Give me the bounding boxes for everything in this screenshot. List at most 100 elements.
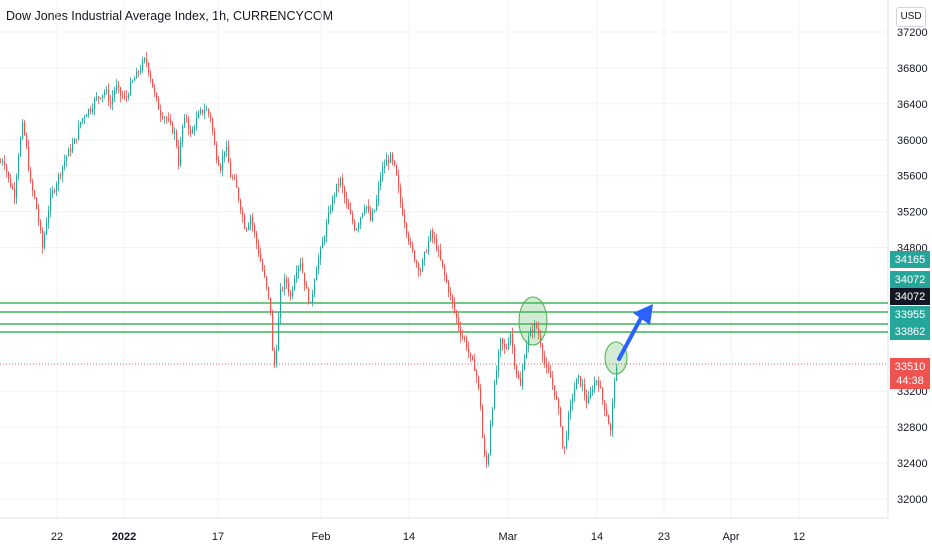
candle-body bbox=[298, 266, 300, 273]
candle-body bbox=[462, 336, 464, 338]
candle-body bbox=[112, 96, 114, 104]
candle-body bbox=[176, 131, 178, 147]
candle-body bbox=[220, 165, 222, 171]
candle-body bbox=[186, 118, 188, 120]
candle-body bbox=[240, 200, 242, 211]
candle-body bbox=[66, 156, 68, 161]
candle-body bbox=[266, 276, 268, 288]
x-tick-label: 23 bbox=[658, 531, 670, 543]
candle-body bbox=[62, 166, 64, 176]
candle-body bbox=[284, 278, 286, 290]
price-label-level: 34165 bbox=[895, 254, 926, 266]
candle-body bbox=[22, 122, 24, 139]
candle-body bbox=[582, 384, 584, 387]
arrow-head[interactable] bbox=[633, 304, 653, 325]
price-label-bg bbox=[890, 323, 930, 340]
candle-body bbox=[334, 194, 336, 198]
candle-body bbox=[98, 96, 100, 98]
candle-body bbox=[148, 63, 150, 74]
candle-body bbox=[12, 186, 14, 189]
candle-body bbox=[174, 131, 176, 134]
candle-body bbox=[64, 160, 66, 167]
candle-body bbox=[242, 210, 244, 216]
candle-body bbox=[222, 156, 224, 171]
candle-body bbox=[6, 165, 8, 172]
candle-body bbox=[54, 190, 56, 192]
candle-body bbox=[200, 109, 202, 114]
x-tick-label: Mar bbox=[499, 531, 518, 543]
candle-body bbox=[324, 237, 326, 242]
candle-body bbox=[286, 278, 288, 284]
x-axis-ticks: 22 2022 17 Feb 14 Mar 14 23 Apr 12 bbox=[51, 531, 805, 543]
candle-body bbox=[502, 338, 504, 345]
candle-body bbox=[536, 323, 538, 328]
candle-body bbox=[354, 221, 356, 230]
candle-body bbox=[206, 109, 208, 111]
price-label-level: 33955 bbox=[895, 309, 926, 321]
candle-body bbox=[58, 174, 60, 185]
candle-body bbox=[42, 230, 44, 248]
price-label-bg bbox=[890, 358, 930, 375]
candle-body bbox=[504, 344, 506, 348]
candle-body bbox=[282, 288, 284, 290]
candle-body bbox=[500, 338, 502, 353]
candle-body bbox=[48, 211, 50, 223]
candle-body bbox=[406, 223, 408, 234]
candle-body bbox=[542, 344, 544, 357]
candle-body bbox=[280, 288, 282, 318]
candle-body bbox=[544, 356, 546, 364]
candle-body bbox=[374, 209, 376, 212]
candle-body bbox=[130, 81, 132, 95]
candle-body bbox=[104, 91, 106, 95]
candle-body bbox=[396, 165, 398, 176]
highlight-ellipse[interactable] bbox=[518, 296, 548, 346]
candle-body bbox=[50, 194, 52, 212]
candle-body bbox=[164, 117, 166, 119]
candle-body bbox=[358, 224, 360, 229]
candle-body bbox=[548, 367, 550, 372]
candle-body bbox=[486, 455, 488, 464]
y-tick-label: 32800 bbox=[897, 422, 928, 434]
x-tick-label: 22 bbox=[51, 531, 63, 543]
price-label-bg bbox=[890, 288, 930, 305]
candle-body bbox=[214, 131, 216, 145]
candle-body bbox=[28, 146, 30, 171]
candle-body bbox=[40, 221, 42, 231]
candle-body bbox=[434, 237, 436, 240]
candle-body bbox=[304, 272, 306, 286]
candle-body bbox=[44, 234, 46, 248]
candle-body bbox=[588, 397, 590, 404]
y-tick-label: 33200 bbox=[897, 386, 928, 398]
annotations[interactable] bbox=[518, 296, 653, 375]
highlight-ellipse[interactable] bbox=[604, 341, 628, 375]
candle-body bbox=[46, 222, 48, 235]
price-label-bg bbox=[890, 271, 930, 288]
candle-body bbox=[394, 160, 396, 166]
candle-body bbox=[212, 118, 214, 132]
arrow-shaft[interactable] bbox=[617, 314, 644, 361]
candle-body bbox=[228, 146, 230, 163]
candle-body bbox=[132, 80, 134, 82]
price-label-level: 34072 bbox=[895, 274, 926, 286]
candle-body bbox=[100, 97, 102, 99]
candle-body bbox=[398, 175, 400, 188]
candle-body bbox=[316, 269, 318, 281]
candle-body bbox=[446, 274, 448, 283]
candle-body bbox=[208, 109, 210, 115]
candle-body bbox=[188, 118, 190, 130]
candle-body bbox=[558, 398, 560, 409]
candle-body bbox=[204, 110, 206, 114]
candle-body bbox=[236, 179, 238, 188]
candle-body bbox=[144, 58, 146, 62]
horizontal-levels[interactable] bbox=[0, 302, 888, 365]
candle-body bbox=[602, 387, 604, 401]
candle-body bbox=[448, 282, 450, 293]
candle-body bbox=[590, 391, 592, 398]
candle-body bbox=[52, 190, 54, 195]
candle-body bbox=[230, 162, 232, 178]
candle-body bbox=[402, 202, 404, 215]
x-tick-label: Apr bbox=[722, 531, 739, 543]
currency-button[interactable]: USD bbox=[896, 7, 926, 27]
candle-body bbox=[352, 213, 354, 222]
